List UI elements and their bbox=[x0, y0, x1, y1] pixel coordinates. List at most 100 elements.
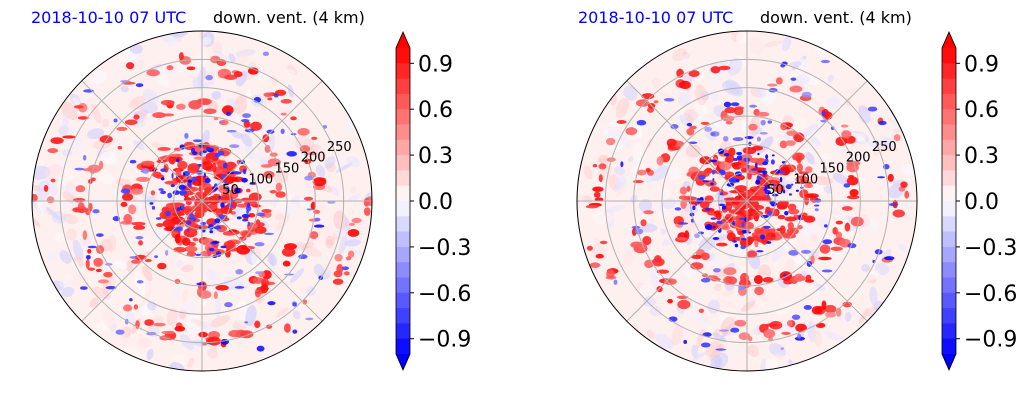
field-blob bbox=[753, 275, 763, 285]
field-blob bbox=[102, 274, 116, 288]
field-blob bbox=[762, 277, 774, 283]
field-blob bbox=[696, 328, 705, 349]
field-blob bbox=[142, 265, 153, 282]
field-blob bbox=[801, 249, 812, 254]
field-blob bbox=[133, 225, 146, 230]
field-blob bbox=[87, 267, 96, 271]
colorbar-segment bbox=[396, 155, 410, 171]
field-blob bbox=[290, 116, 297, 121]
field-blob bbox=[215, 284, 229, 291]
field-blob bbox=[875, 168, 888, 176]
field-blob bbox=[151, 205, 156, 210]
field-blob bbox=[740, 119, 748, 133]
field-blob bbox=[325, 239, 334, 249]
field-blob bbox=[861, 263, 870, 272]
field-blob bbox=[786, 130, 797, 136]
field-blob bbox=[192, 151, 198, 156]
field-blob bbox=[61, 149, 73, 157]
field-blob bbox=[46, 196, 55, 204]
field-blob bbox=[677, 222, 689, 225]
field-blob bbox=[275, 191, 286, 198]
colorbar-tick-label: 0.0 bbox=[964, 190, 999, 215]
field-blob bbox=[704, 224, 713, 230]
field-blob bbox=[58, 279, 70, 288]
field-blob bbox=[280, 99, 292, 104]
field-blob bbox=[141, 235, 152, 251]
field-blob bbox=[241, 179, 255, 191]
field-blob bbox=[741, 221, 745, 228]
colorbar-segment bbox=[942, 338, 956, 355]
field-blob bbox=[844, 222, 851, 232]
field-blob bbox=[824, 304, 837, 314]
field-blob bbox=[175, 103, 186, 110]
field-blob bbox=[273, 93, 279, 98]
field-blob bbox=[651, 257, 665, 267]
field-blob bbox=[723, 267, 737, 276]
field-blob bbox=[616, 120, 627, 124]
field-blob bbox=[183, 205, 193, 215]
colorbar-segment bbox=[942, 308, 956, 324]
field-blob bbox=[123, 213, 133, 224]
field-blob bbox=[846, 195, 860, 200]
field-blob bbox=[194, 175, 206, 181]
grid-spoke bbox=[201, 80, 323, 202]
radial-tick-label: 200 bbox=[846, 151, 871, 166]
field-blob bbox=[225, 249, 231, 258]
colorbar-segment bbox=[942, 246, 956, 263]
field-blob bbox=[728, 252, 735, 260]
field-blob bbox=[821, 269, 833, 273]
colorbar-segment bbox=[942, 63, 956, 80]
field-blob bbox=[122, 304, 133, 312]
field-blob bbox=[718, 169, 726, 176]
field-blob bbox=[671, 324, 684, 346]
field-blob bbox=[74, 167, 85, 171]
plot-border bbox=[31, 30, 373, 372]
field-blob bbox=[841, 130, 852, 139]
field-blob bbox=[741, 229, 748, 234]
field-blob bbox=[685, 144, 701, 158]
field-blob bbox=[211, 162, 217, 173]
field-blob bbox=[690, 262, 704, 270]
field-blob bbox=[788, 193, 792, 196]
field-blob bbox=[133, 140, 145, 151]
field-blob bbox=[103, 271, 113, 278]
field-blob bbox=[47, 249, 56, 263]
colorbar-segment bbox=[396, 262, 410, 278]
field-blob bbox=[129, 159, 137, 164]
field-blob bbox=[241, 177, 248, 183]
field-blob bbox=[254, 242, 265, 247]
field-blob bbox=[276, 213, 290, 231]
field-blob bbox=[264, 144, 271, 153]
field-blob bbox=[748, 231, 752, 234]
field-blob bbox=[129, 43, 143, 54]
field-blob bbox=[241, 218, 249, 222]
field-blob bbox=[683, 339, 688, 345]
field-blob bbox=[686, 128, 695, 136]
field-blob bbox=[284, 273, 295, 276]
field-blob bbox=[240, 133, 253, 147]
field-blob bbox=[678, 195, 689, 200]
field-blob bbox=[292, 329, 298, 334]
field-blob bbox=[646, 329, 655, 339]
field-blob bbox=[235, 269, 244, 275]
field-blob bbox=[750, 197, 763, 201]
field-blob bbox=[820, 272, 828, 281]
field-blob bbox=[655, 333, 674, 350]
field-blob bbox=[266, 118, 279, 129]
field-blob bbox=[754, 286, 764, 296]
field-blob bbox=[634, 228, 644, 235]
field-blob bbox=[116, 126, 128, 131]
grid-spoke bbox=[626, 80, 748, 202]
field-blob bbox=[246, 56, 258, 68]
field-blob bbox=[746, 328, 760, 336]
radial-tick-label: 150 bbox=[275, 161, 300, 176]
field-blob bbox=[187, 181, 192, 188]
grid-spoke bbox=[746, 80, 868, 202]
field-blob bbox=[343, 271, 350, 276]
field-blob bbox=[73, 105, 84, 109]
field-blob bbox=[746, 236, 753, 246]
field-blob bbox=[255, 271, 263, 275]
radial-tick-label: 100 bbox=[793, 172, 818, 187]
field-blob bbox=[754, 162, 758, 169]
field-blob bbox=[740, 237, 747, 241]
